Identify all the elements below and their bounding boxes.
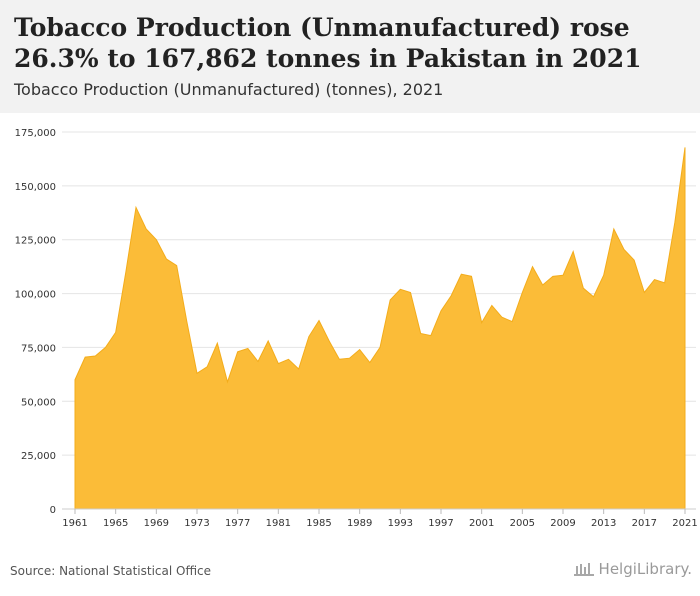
plot-area (74, 147, 686, 510)
x-tick-label: 1969 (144, 518, 169, 529)
x-tick-label: 1973 (184, 518, 209, 529)
series-area (74, 147, 686, 510)
y-tick-label: 125,000 (15, 236, 56, 247)
x-tick-label: 2013 (591, 518, 616, 529)
x-tick-label: 1985 (306, 518, 331, 529)
logo-text: HelgiLibrary. (598, 560, 692, 578)
x-tick-label: 2005 (510, 518, 535, 529)
header-panel: Tobacco Production (Unmanufactured) rose… (0, 0, 700, 113)
x-tick-label: 2017 (632, 518, 657, 529)
x-tick-label: 1993 (388, 518, 413, 529)
y-tick-label: 75,000 (21, 343, 56, 354)
source-note: Source: National Statistical Office (10, 564, 212, 578)
x-axis-labels: 1961 1965 1969 1973 1977 1981 1985 1989 1993 1997… (62, 508, 698, 529)
x-tick-label: 2009 (550, 518, 575, 529)
x-tick-label: 2001 (469, 518, 494, 529)
x-tick-label: 2021 (672, 518, 697, 529)
y-axis-labels: 0 25,000 50,000 75,000 100,000 125,000 150,000… (15, 128, 56, 516)
x-tick-label: 1977 (225, 518, 250, 529)
y-tick-label: 175,000 (15, 128, 56, 139)
y-tick-label: 0 (50, 505, 56, 516)
area-chart: 0 25,000 50,000 75,000 100,000 125,000 150,000… (15, 128, 698, 529)
x-tick-label: 1997 (428, 518, 453, 529)
library-building-icon (573, 563, 594, 576)
chart-subtitle: Tobacco Production (Unmanufactured) (ton… (14, 80, 444, 99)
y-tick-label: 100,000 (15, 290, 56, 301)
x-tick-label: 1981 (266, 518, 291, 529)
x-tick-label: 1965 (103, 518, 128, 529)
y-tick-label: 150,000 (15, 182, 56, 193)
x-tick-label: 1961 (62, 518, 87, 529)
y-tick-label: 25,000 (21, 451, 56, 462)
y-tick-label: 50,000 (21, 397, 56, 408)
chart-title: Tobacco Production (Unmanufactured) rose… (14, 13, 642, 73)
x-tick-label: 1989 (347, 518, 372, 529)
helgilibrary-logo: HelgiLibrary. (573, 560, 692, 578)
